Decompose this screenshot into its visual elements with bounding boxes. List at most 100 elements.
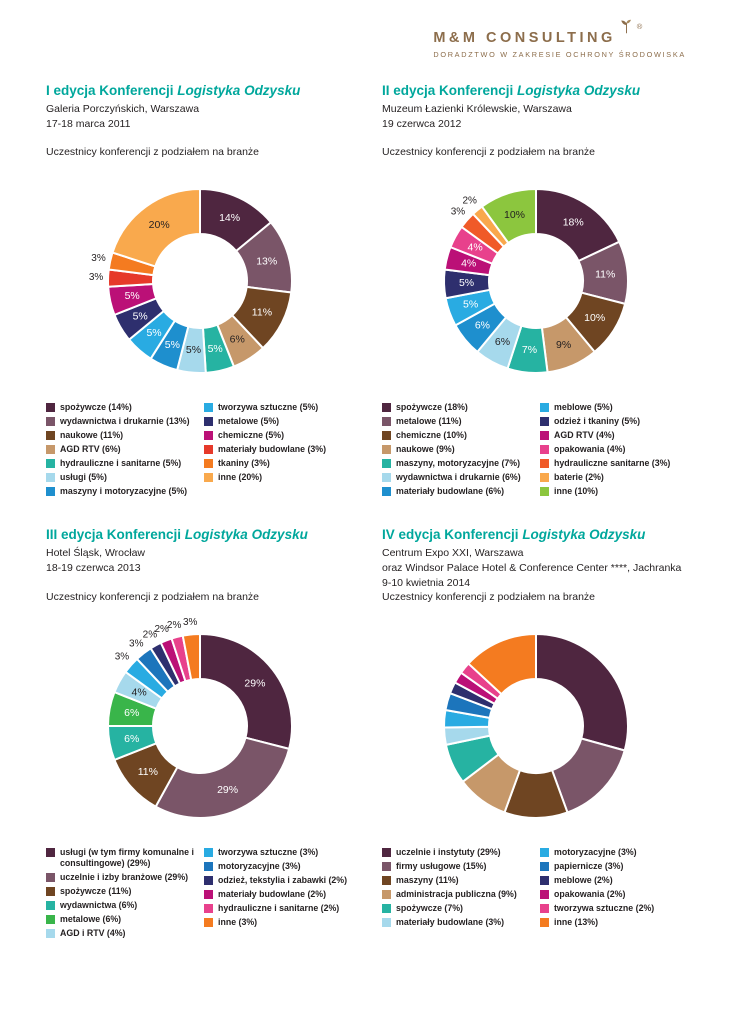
- legend-swatch: [382, 862, 391, 872]
- legend-label: spożywcze (14%): [60, 402, 132, 413]
- slice-label: 2%: [167, 619, 182, 630]
- legend-item: meblowe (5%): [540, 402, 690, 413]
- legend-label: tworzywa sztuczne (5%): [218, 402, 319, 413]
- legend-label: metalowe (11%): [396, 416, 462, 427]
- chart-caption: Uczestnicy konferencji z podziałem na br…: [46, 590, 260, 603]
- slice-label: 9%: [556, 339, 571, 351]
- slice-label: 6%: [124, 733, 139, 745]
- legend-column-right: meblowe (5%) odzież i tkaniny (5%) AGD RTV…: [540, 402, 690, 497]
- legend-item: inne (13%): [540, 917, 690, 928]
- donut-chart-edition-1: 14% 13% 11% 6% 5% 5% 5% 5% 5% 5% 3% 3% 20%: [46, 160, 354, 398]
- legend-item: maszyny i motoryzacyjne (5%): [46, 486, 196, 497]
- legend-item: odzież, tekstylia i zabawki (2%): [204, 875, 354, 886]
- date-line: 9-10 kwietnia 2014: [382, 576, 471, 589]
- slice-label: 11%: [595, 269, 615, 281]
- legend-item: AGD RTV (6%): [46, 444, 196, 455]
- legend-swatch: [382, 487, 391, 497]
- legend-swatch: [382, 417, 391, 427]
- legend-label: hydrauliczne i sanitarne (2%): [218, 902, 340, 913]
- legend-swatch: [46, 872, 55, 882]
- donut-chart-svg: 29%29%11%6%6%4%3%3%2%2%2% 3%: [107, 617, 293, 819]
- legend-label: inne (13%): [554, 917, 598, 928]
- slice-label: 18%: [563, 217, 584, 229]
- legend-swatch: [46, 886, 55, 896]
- legend-swatch: [204, 445, 213, 455]
- legend-swatch: [540, 459, 549, 469]
- donut-chart-edition-3: 29% 29% 11% 6% 6% 4% 3% 3% 2% 2% 2% 3%: [46, 605, 354, 843]
- legend-swatch: [204, 847, 213, 857]
- legend-item: hydrauliczne i sanitarne (2%): [204, 903, 354, 914]
- legend-swatch: [382, 459, 391, 469]
- legend-swatch: [382, 918, 391, 928]
- legend-swatch: [540, 862, 549, 872]
- slice-label: 5%: [146, 328, 161, 340]
- legend-label: chemiczne (5%): [218, 430, 284, 441]
- legend-item: materiały budowlane (3%): [204, 444, 354, 455]
- legend-swatch: [46, 900, 55, 910]
- legend-column-left: uczelnie i instytuty (29%) firmy usługowe…: [382, 847, 532, 928]
- slice-label: 6%: [230, 334, 245, 346]
- donut-chart-svg: 14% 13% 11% 6% 5% 5% 5% 5% 5% 5% 3% 3% 20%: [89, 188, 293, 375]
- legend-swatch: [540, 904, 549, 914]
- legend-swatch: [540, 918, 549, 928]
- legend-label: odzież, tekstylia i zabawki (2%): [218, 874, 348, 885]
- legend-label: maszyny, motoryzacyjne (7%): [396, 458, 521, 469]
- legend-label: materiały budowlane (3%): [396, 917, 505, 928]
- slice-label: 2%: [462, 196, 477, 207]
- slice-label: 3%: [183, 617, 198, 628]
- legend-swatch: [46, 847, 55, 857]
- legend-label: AGD RTV (6%): [60, 444, 121, 455]
- legend-label: meblowe (2%): [554, 875, 613, 886]
- date-line: 19 czerwca 2012: [382, 117, 462, 130]
- legend-swatch: [382, 473, 391, 483]
- section-title-text: III edycja Konferencji: [46, 527, 185, 543]
- legend-label: metalowe (5%): [218, 416, 280, 427]
- legend-item: odzież i tkaniny (5%): [540, 416, 690, 427]
- legend-label: firmy usługowe (15%): [396, 861, 487, 872]
- legend-item: spożywcze (14%): [46, 402, 196, 413]
- legend-item: uczelnie i izby branżowe (29%): [46, 872, 196, 883]
- donut-chart-edition-4: [382, 605, 690, 843]
- section-title-text: IV edycja Konferencji: [382, 527, 523, 543]
- legend-column-left: usługi (w tym firmy komunalne i consulti…: [46, 847, 196, 939]
- chart-legend-edition-3: usługi (w tym firmy komunalne i consulti…: [46, 847, 354, 939]
- legend-swatch: [46, 445, 55, 455]
- slice-label: 3%: [451, 207, 466, 218]
- legend-swatch: [540, 848, 549, 858]
- legend-swatch: [540, 417, 549, 427]
- legend-label: opakowania (4%): [554, 444, 626, 455]
- registered-mark: ®: [636, 22, 643, 31]
- section-title: III edycja Konferencji Logistyka Odzysku: [46, 527, 354, 542]
- legend-label: materiały budowlane (6%): [396, 486, 505, 497]
- section-edition-2: II edycja Konferencji Logistyka Odzysku …: [382, 83, 690, 497]
- logo-tagline: DORADZTWO W ZAKRESIE OCHRONY ŚRODOWISKA: [433, 50, 686, 59]
- legend-swatch: [46, 487, 55, 497]
- section-title-text: II edycja Konferencji: [382, 83, 518, 98]
- legend-item: spożywcze (7%): [382, 903, 532, 914]
- leaf-icon: [619, 19, 634, 39]
- legend-label: maszyny (11%): [396, 875, 459, 886]
- legend-label: spożywcze (11%): [60, 885, 132, 896]
- legend-item: firmy usługowe (15%): [382, 861, 532, 872]
- chart-legend-edition-2: spożywcze (18%) metalowe (11%) chemiczne (…: [382, 402, 690, 497]
- legend-item: usługi (5%): [46, 472, 196, 483]
- legend-item: tworzywa sztuczne (2%): [540, 903, 690, 914]
- legend-item: meblowe (2%): [540, 875, 690, 886]
- legend-swatch: [540, 431, 549, 441]
- section-title-italic: Logistyka Odzysku: [184, 527, 308, 543]
- legend-item: tworzywa sztuczne (5%): [204, 402, 354, 413]
- slice-label: 29%: [217, 783, 238, 795]
- legend-item: papiernicze (3%): [540, 861, 690, 872]
- legend-item: materiały budowlane (2%): [204, 889, 354, 900]
- legend-label: tkaniny (3%): [218, 458, 270, 469]
- legend-swatch: [204, 473, 213, 483]
- legend-label: papiernicze (3%): [554, 861, 624, 872]
- donut-slice-inne: [467, 633, 537, 696]
- legend-label: usługi (5%): [60, 472, 107, 483]
- slice-label: 11%: [252, 307, 272, 319]
- donut-chart-svg: 18% 11% 10% 9% 7% 6% 6% 5% 5% 4% 4% 3%2% 10%: [443, 188, 629, 375]
- legend-item: metalowe (5%): [204, 416, 354, 427]
- legend-label: opakowania (2%): [554, 889, 626, 900]
- legend-item: spożywcze (11%): [46, 886, 196, 897]
- legend-label: motoryzacyjne (3%): [218, 860, 301, 871]
